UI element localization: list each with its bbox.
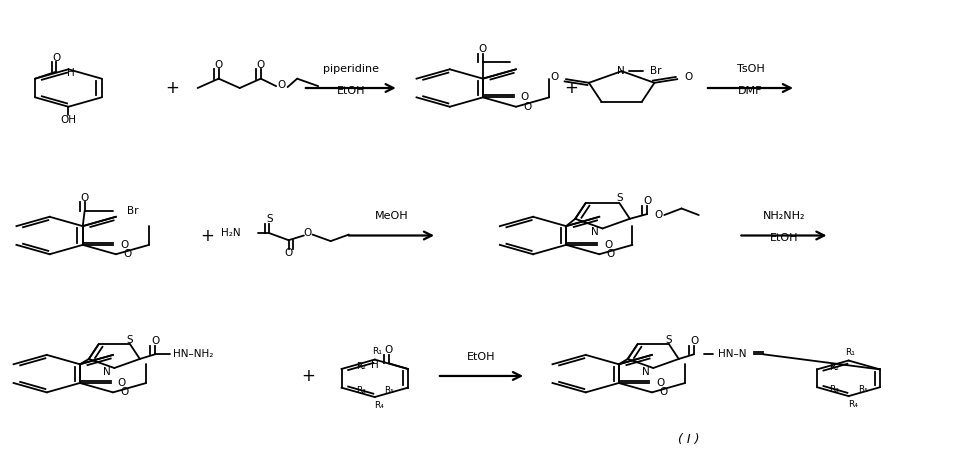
Text: O: O [655, 211, 662, 220]
Text: Br: Br [127, 206, 138, 216]
Text: H: H [372, 360, 379, 370]
Text: O: O [657, 378, 665, 388]
Text: Br: Br [650, 66, 661, 76]
Text: H: H [67, 67, 75, 78]
Text: R₅: R₅ [384, 385, 394, 395]
Text: O: O [385, 345, 393, 355]
Text: S: S [665, 334, 672, 345]
Text: HN–N: HN–N [718, 349, 747, 359]
Text: N: N [641, 367, 650, 377]
Text: R₂: R₂ [356, 362, 366, 371]
Text: OH: OH [60, 115, 77, 125]
Text: R₂: R₂ [829, 363, 839, 372]
Text: O: O [118, 378, 126, 388]
Text: O: O [551, 73, 559, 82]
Text: O: O [123, 249, 132, 259]
Text: O: O [121, 240, 129, 250]
Text: S: S [616, 194, 623, 203]
Text: O: O [690, 336, 698, 346]
Text: R₁: R₁ [372, 347, 381, 356]
Text: O: O [284, 248, 293, 258]
Text: O: O [256, 60, 265, 70]
Text: HN–NH₂: HN–NH₂ [173, 349, 214, 359]
Text: +: + [165, 79, 179, 97]
Text: +: + [300, 367, 315, 385]
Text: EtOH: EtOH [468, 352, 495, 362]
Text: O: O [684, 73, 693, 82]
Text: R₃: R₃ [356, 385, 366, 395]
Text: O: O [479, 44, 487, 54]
Text: O: O [151, 336, 159, 346]
Text: O: O [277, 80, 286, 90]
Text: O: O [521, 92, 529, 102]
Text: O: O [214, 60, 223, 70]
Text: ( I ): ( I ) [678, 433, 700, 446]
Text: R₁: R₁ [846, 348, 855, 357]
Text: O: O [120, 387, 129, 398]
Text: N: N [591, 227, 599, 237]
Text: S: S [127, 334, 133, 345]
Text: R₄: R₄ [849, 400, 858, 409]
Text: R₄: R₄ [374, 401, 384, 410]
Text: O: O [660, 387, 667, 398]
Text: S: S [266, 214, 273, 224]
Text: R₅: R₅ [858, 385, 868, 394]
Text: O: O [643, 196, 651, 206]
Text: O: O [81, 193, 88, 203]
Text: O: O [303, 227, 312, 238]
Text: O: O [523, 102, 532, 112]
Text: NH₂NH₂: NH₂NH₂ [762, 211, 805, 221]
Text: +: + [564, 79, 578, 97]
Text: N: N [103, 367, 110, 377]
Text: piperidine: piperidine [323, 64, 379, 74]
Text: R₃: R₃ [829, 385, 839, 394]
Text: H₂N: H₂N [221, 228, 241, 238]
Text: EtOH: EtOH [337, 86, 365, 96]
Text: O: O [607, 249, 615, 259]
Text: MeOH: MeOH [374, 211, 408, 221]
Text: TsOH: TsOH [736, 64, 764, 74]
Text: DMF: DMF [738, 86, 762, 96]
Text: N: N [617, 66, 625, 76]
Text: O: O [52, 53, 60, 63]
Text: EtOH: EtOH [770, 233, 798, 243]
Text: O: O [604, 240, 612, 250]
Text: +: + [201, 227, 214, 244]
